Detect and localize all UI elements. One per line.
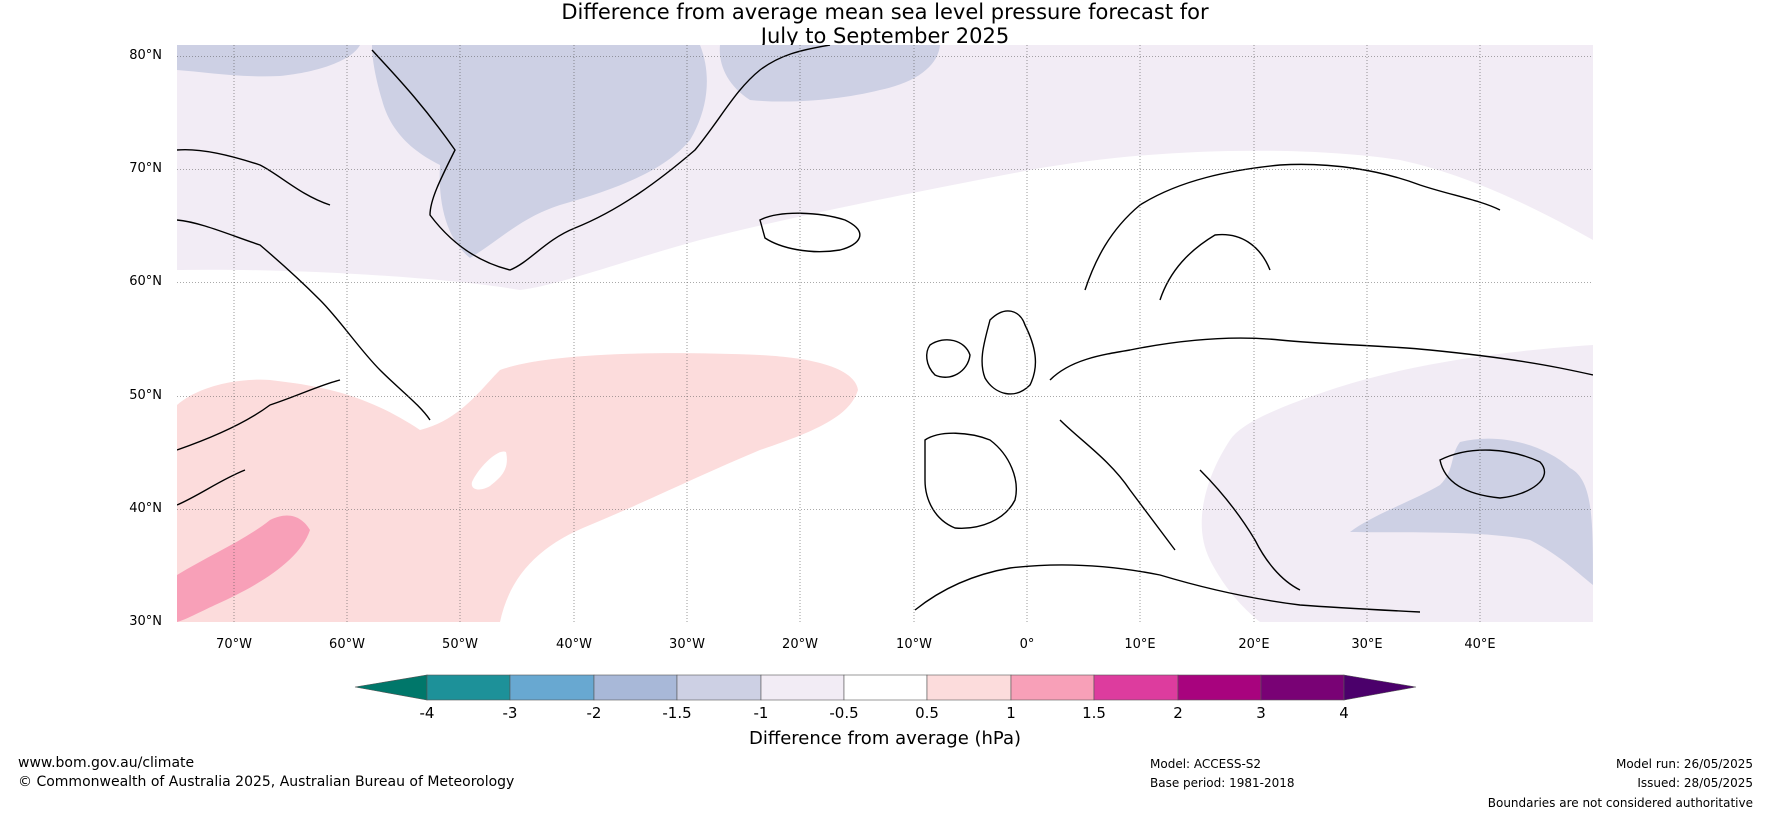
- anomaly-region-arctic: [719, 45, 940, 102]
- colorbar-bin-8: [1010, 674, 1095, 701]
- colorbar-tick: -0.5: [829, 704, 859, 722]
- colorbar-extend-low: [354, 674, 428, 701]
- lon-label-20e: 20°E: [1238, 637, 1270, 652]
- boundaries-disclaimer: Boundaries are not considered authoritat…: [1487, 796, 1753, 810]
- lon-label-0: 0°: [1019, 637, 1035, 652]
- title-line-1: Difference from average mean sea level p…: [561, 0, 1209, 24]
- lat-label-40n: 40°N: [129, 501, 162, 516]
- colorbar-bin-9: [1093, 674, 1179, 701]
- model-run-date: Model run: 26/05/2025: [1615, 757, 1753, 771]
- model-name: Model: ACCESS-S2: [1150, 757, 1262, 771]
- anomaly-region-pos-strong: [177, 515, 310, 622]
- lat-label-70n: 70°N: [129, 161, 162, 176]
- colorbar-tick: -1.5: [662, 704, 692, 722]
- lon-label-20w: 20°W: [782, 637, 818, 652]
- lat-label-50n: 50°N: [129, 388, 162, 403]
- anomaly-region-neg-east: [1201, 345, 1593, 622]
- lat-label-60n: 60°N: [129, 274, 162, 289]
- colorbar-bin-3: [593, 674, 678, 701]
- lon-label-70w: 70°W: [216, 637, 252, 652]
- lon-label-40w: 40°W: [556, 637, 592, 652]
- copyright-text: © Commonwealth of Australia 2025, Austra…: [18, 774, 515, 790]
- anomaly-region-greenland: [372, 45, 707, 258]
- map-title: Difference from average mean sea level p…: [0, 0, 1770, 48]
- colorbar-tick: 3: [1256, 704, 1266, 722]
- website-link[interactable]: www.bom.gov.au/climate: [18, 755, 195, 771]
- colorbar-tick: -3: [502, 704, 518, 722]
- base-period: Base period: 1981-2018: [1150, 776, 1295, 790]
- colorbar-tick: 4: [1339, 704, 1349, 722]
- colorbar-tick: 1.5: [1082, 704, 1106, 722]
- colorbar-tick: -2: [586, 704, 602, 722]
- colorbar-bin-6: [843, 674, 928, 701]
- lon-label-30e: 30°E: [1351, 637, 1383, 652]
- colorbar-bin-10: [1177, 674, 1262, 701]
- lon-label-40e: 40°E: [1464, 637, 1496, 652]
- colorbar-tick: -1: [753, 704, 769, 722]
- map-field: [177, 45, 1593, 622]
- coastlines: [177, 45, 1593, 613]
- colorbar-extend-high: [1343, 674, 1417, 701]
- colorbar-bin-1: [426, 674, 511, 701]
- colorbar: [354, 674, 1417, 701]
- colorbar-tick: -4: [419, 704, 435, 722]
- anomaly-region-black-sea: [1350, 438, 1593, 585]
- issued-date: Issued: 28/05/2025: [1637, 776, 1753, 790]
- lon-label-60w: 60°W: [329, 637, 365, 652]
- lon-label-50w: 50°W: [442, 637, 478, 652]
- colorbar-tick: 2: [1173, 704, 1183, 722]
- anomaly-hole: [471, 451, 507, 490]
- lon-label-10w: 10°W: [896, 637, 932, 652]
- colorbar-bin-7: [926, 674, 1012, 701]
- colorbar-label: Difference from average (hPa): [748, 728, 1022, 749]
- colorbar-bin-11: [1260, 674, 1345, 701]
- colorbar-bin-2: [509, 674, 595, 701]
- colorbar-bin-5: [760, 674, 845, 701]
- colorbar-bin-4: [676, 674, 762, 701]
- lon-label-10e: 10°E: [1124, 637, 1156, 652]
- colorbar-tick: 0.5: [915, 704, 939, 722]
- lon-label-30w: 30°W: [669, 637, 705, 652]
- colorbar-tick: 1: [1006, 704, 1016, 722]
- lat-label-80n: 80°N: [129, 48, 162, 63]
- anomaly-region-canada: [177, 45, 360, 77]
- title-line-2: July to September 2025: [760, 24, 1010, 48]
- lat-label-30n: 30°N: [129, 614, 162, 629]
- graticule: [177, 45, 1593, 622]
